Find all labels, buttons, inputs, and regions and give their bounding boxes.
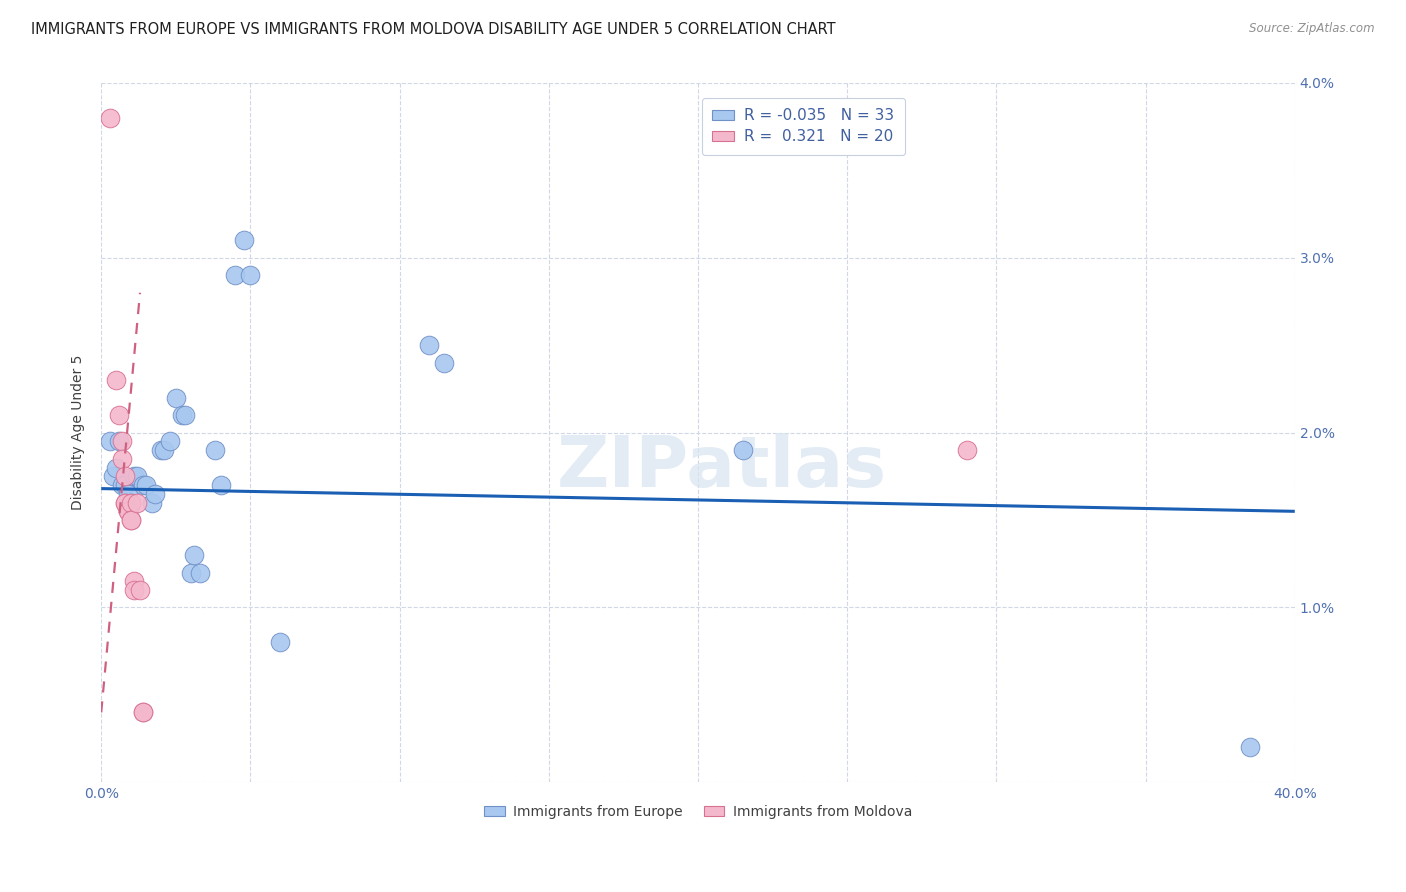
Point: [135, 478, 157, 492]
Point: [143, 487, 166, 501]
Point: [188, 566, 211, 580]
Legend: Immigrants from Europe, Immigrants from Moldova: Immigrants from Europe, Immigrants from …: [478, 799, 918, 824]
Point: [209, 478, 232, 492]
Point: [120, 495, 142, 509]
Point: [114, 495, 136, 509]
Point: [98, 434, 121, 449]
Point: [1239, 740, 1261, 755]
Point: [180, 566, 202, 580]
Point: [98, 111, 121, 125]
Point: [120, 513, 142, 527]
Text: IMMIGRANTS FROM EUROPE VS IMMIGRANTS FROM MOLDOVA DISABILITY AGE UNDER 5 CORRELA: IMMIGRANTS FROM EUROPE VS IMMIGRANTS FRO…: [31, 22, 835, 37]
Point: [129, 582, 152, 597]
Point: [111, 451, 134, 466]
Point: [125, 469, 148, 483]
Point: [165, 391, 187, 405]
Point: [105, 460, 128, 475]
Point: [122, 469, 145, 483]
Point: [269, 635, 291, 649]
Point: [117, 504, 139, 518]
Point: [418, 338, 440, 352]
Point: [183, 548, 205, 562]
Point: [105, 373, 128, 387]
Point: [149, 443, 172, 458]
Y-axis label: Disability Age Under 5: Disability Age Under 5: [72, 355, 86, 510]
Point: [120, 495, 142, 509]
Point: [170, 408, 193, 422]
Point: [101, 469, 124, 483]
Text: Source: ZipAtlas.com: Source: ZipAtlas.com: [1250, 22, 1375, 36]
Point: [955, 443, 977, 458]
Point: [132, 706, 155, 720]
Point: [117, 504, 139, 518]
Point: [233, 233, 256, 247]
Point: [125, 495, 148, 509]
Point: [132, 478, 155, 492]
Point: [204, 443, 226, 458]
Point: [122, 582, 145, 597]
Point: [111, 434, 134, 449]
Point: [117, 487, 139, 501]
Point: [153, 443, 176, 458]
Point: [141, 495, 163, 509]
Point: [114, 495, 136, 509]
Text: ZIPatlas: ZIPatlas: [557, 434, 887, 502]
Point: [122, 574, 145, 589]
Point: [433, 356, 456, 370]
Point: [108, 434, 131, 449]
Point: [731, 443, 754, 458]
Point: [239, 268, 262, 283]
Point: [114, 478, 136, 492]
Point: [159, 434, 181, 449]
Point: [114, 469, 136, 483]
Point: [173, 408, 195, 422]
Point: [120, 513, 142, 527]
Point: [132, 706, 155, 720]
Point: [111, 478, 134, 492]
Point: [224, 268, 246, 283]
Point: [108, 408, 131, 422]
